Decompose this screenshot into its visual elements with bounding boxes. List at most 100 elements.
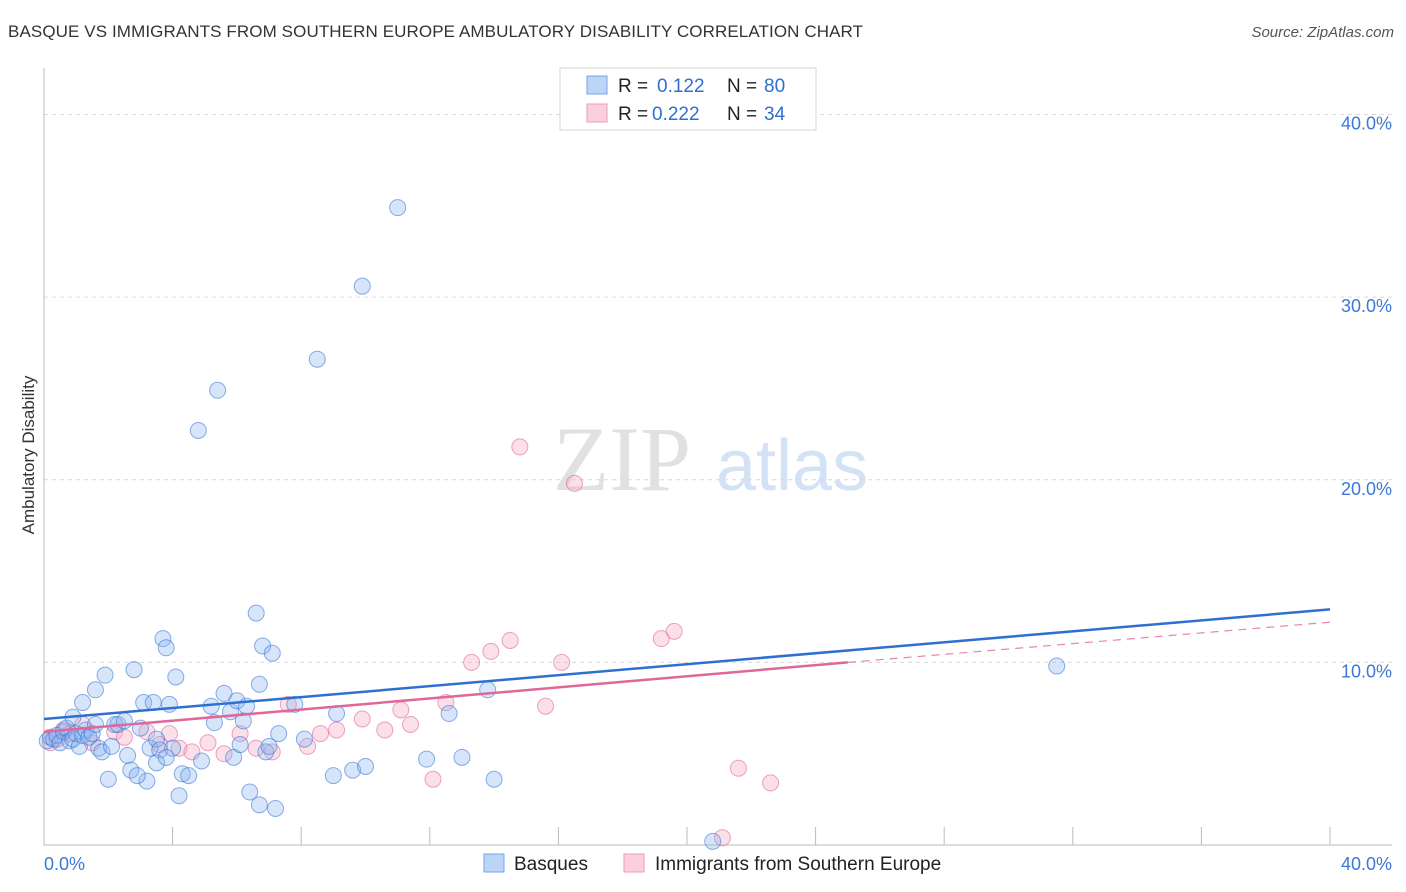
point-basques	[704, 832, 722, 850]
point-immigrants	[170, 739, 188, 757]
point-immigrants	[762, 774, 780, 792]
point-basques	[157, 639, 175, 657]
series-legend: Basques Immigrants from Southern Europe	[483, 853, 941, 875]
point-basques	[167, 668, 185, 686]
point-basques	[324, 767, 342, 785]
point-immigrants	[353, 710, 371, 728]
point-basques	[148, 730, 166, 748]
point-basques	[250, 675, 268, 693]
legend-n-immigrants: 34	[764, 104, 786, 125]
x-tick-label-min: 0.0%	[44, 854, 85, 874]
point-immigrants	[501, 631, 519, 649]
point-basques	[86, 715, 104, 733]
watermark-atlas: atlas	[716, 426, 868, 506]
point-immigrants	[263, 743, 281, 761]
point-basques	[254, 637, 272, 655]
trend-line-basques	[43, 608, 1331, 721]
correlation-legend: R = 0.122 N = 80 R = 0.222 N = 34	[559, 67, 817, 131]
legend-n-label: N =	[727, 104, 757, 125]
point-basques	[270, 725, 288, 743]
point-basques	[295, 730, 313, 748]
point-immigrants	[511, 438, 529, 456]
point-basques	[173, 765, 191, 783]
point-basques	[86, 681, 104, 699]
point-basques	[138, 772, 156, 790]
point-basques	[231, 736, 249, 754]
x-tick-label-max: 40.0%	[1341, 854, 1392, 874]
chart-title: BASQUE VS IMMIGRANTS FROM SOUTHERN EUROP…	[8, 22, 864, 41]
legend-r-immigrants: 0.222	[652, 104, 700, 125]
point-immigrants	[553, 653, 571, 671]
legend-n-label: N =	[727, 76, 757, 97]
point-immigrants	[279, 695, 297, 713]
y-tick-labels: 10.0% 20.0% 30.0% 40.0%	[1341, 114, 1392, 682]
y-tick-label: 10.0%	[1341, 661, 1392, 681]
point-basques	[357, 757, 374, 775]
point-basques	[250, 796, 268, 814]
point-immigrants	[424, 770, 442, 788]
point-immigrants	[463, 653, 481, 671]
point-basques	[308, 350, 326, 368]
point-basques	[209, 381, 227, 399]
point-basques	[164, 739, 182, 757]
point-immigrants	[160, 725, 178, 743]
point-immigrants	[247, 739, 265, 757]
point-basques	[83, 725, 101, 743]
point-basques	[266, 799, 284, 817]
point-basques	[151, 741, 169, 759]
series-basques-points	[38, 199, 1066, 850]
bottom-legend-immigrants: Immigrants from Southern Europe	[655, 854, 941, 875]
bottom-legend-swatch-immigrants	[623, 853, 645, 873]
point-basques	[193, 752, 211, 770]
point-basques	[1048, 657, 1066, 675]
legend-swatch-immigrants	[586, 103, 608, 123]
trend-line-immigrants	[43, 661, 848, 734]
axes	[43, 68, 1392, 846]
point-basques	[215, 684, 233, 702]
point-immigrants	[376, 721, 394, 739]
point-basques	[479, 681, 497, 699]
y-tick-label: 40.0%	[1341, 114, 1392, 134]
point-basques	[389, 199, 407, 217]
point-basques	[485, 770, 503, 788]
point-immigrants	[215, 745, 233, 763]
y-axis-label: Ambulatory Disability	[19, 375, 38, 534]
point-basques	[157, 748, 175, 766]
legend-swatch-basques	[586, 75, 608, 95]
watermark-zip: ZIP	[553, 408, 691, 510]
legend-r-label: R =	[618, 104, 648, 125]
point-basques	[93, 743, 111, 761]
point-immigrants	[199, 734, 217, 752]
point-basques	[257, 743, 275, 761]
point-basques	[247, 604, 265, 622]
point-basques	[154, 630, 172, 648]
point-immigrants	[537, 697, 555, 715]
point-immigrants	[665, 622, 683, 640]
bottom-legend-swatch-basques	[483, 853, 505, 873]
point-immigrants	[311, 725, 329, 743]
point-basques	[453, 748, 471, 766]
source-label: Source: ZipAtlas.com	[1251, 24, 1394, 41]
point-immigrants	[402, 715, 420, 733]
point-basques	[418, 750, 436, 768]
y-tick-label: 30.0%	[1341, 296, 1392, 316]
point-immigrants	[392, 701, 410, 719]
point-basques	[344, 761, 362, 779]
trend-lines	[43, 608, 1331, 734]
bottom-legend-basques: Basques	[514, 854, 588, 875]
point-basques	[241, 783, 259, 801]
point-basques	[99, 770, 117, 788]
point-basques	[148, 754, 166, 772]
gridlines	[44, 114, 1392, 663]
point-basques	[125, 661, 143, 679]
point-basques	[234, 712, 252, 730]
point-basques	[180, 767, 198, 785]
point-immigrants	[713, 829, 731, 847]
point-basques	[189, 421, 207, 439]
y-tick-label: 20.0%	[1341, 479, 1392, 499]
point-immigrants	[328, 721, 346, 739]
point-immigrants	[482, 642, 500, 660]
legend-n-basques: 80	[764, 76, 785, 97]
point-basques	[263, 644, 281, 662]
